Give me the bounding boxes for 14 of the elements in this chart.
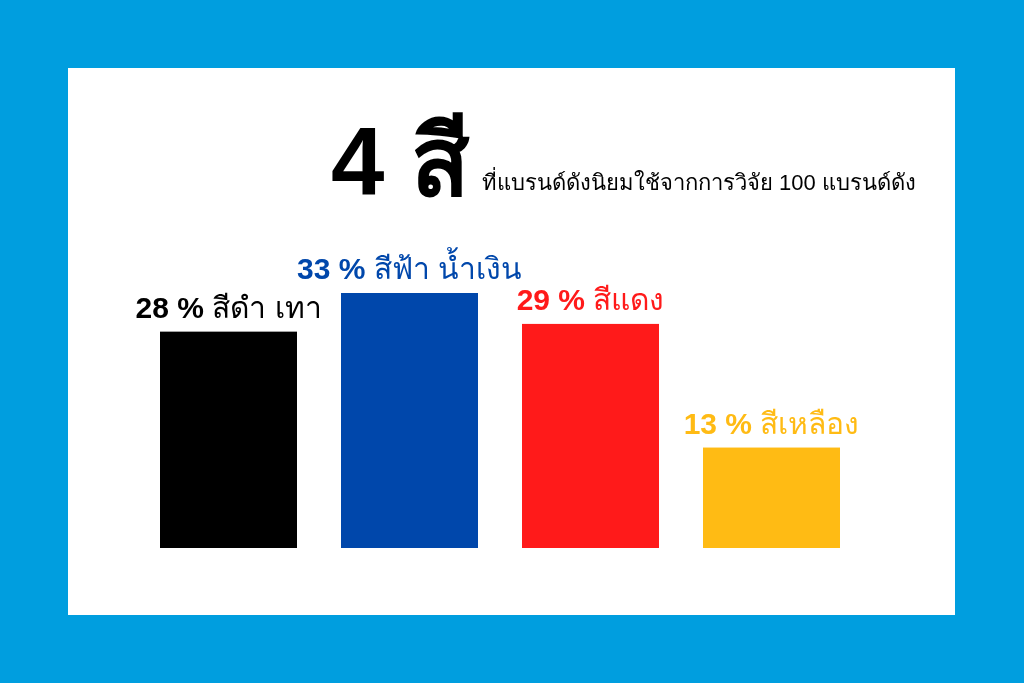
x-tick-label: สีแดง [593, 282, 665, 316]
data-label: 13 % [683, 406, 761, 440]
x-tick-label: สีดำ เทา [212, 290, 322, 324]
bar [341, 293, 478, 548]
chart-title: 4 สี [330, 108, 470, 215]
bar [160, 331, 297, 548]
data-label: 33 % [296, 252, 374, 285]
chart-subtitle: ที่แบรนด์ดังนิยมใช้จากการวิจัย 100 แบรนด์ดัง [482, 167, 916, 195]
data-label: 29 % [516, 282, 594, 316]
x-tick-label: สีฟ้า น้ำเงิน [373, 247, 523, 285]
data-label: 28 % [135, 290, 213, 324]
x-tick-label: สีเหลือง [760, 406, 860, 440]
bar [522, 323, 659, 548]
bar [703, 447, 840, 548]
